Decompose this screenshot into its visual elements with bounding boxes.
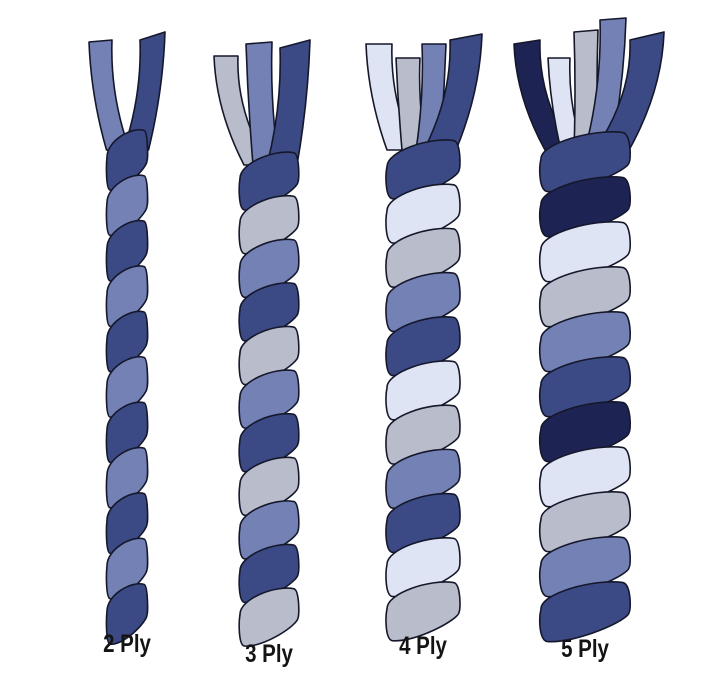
rope-strand-end xyxy=(122,31,166,151)
rope-twist-segment xyxy=(105,582,149,645)
label-5-ply: 5 Ply xyxy=(561,635,609,663)
label-3-ply: 3 Ply xyxy=(245,640,293,668)
label-2-ply: 2 Ply xyxy=(103,630,151,658)
rope-twist-segment xyxy=(385,581,461,642)
rope-4-ply xyxy=(365,33,483,642)
rope-5-ply xyxy=(513,17,665,643)
rope-2-ply xyxy=(88,31,166,645)
rope-twist-segment xyxy=(539,581,631,643)
rope-strand-end xyxy=(88,39,131,151)
rope-3-ply xyxy=(213,39,311,647)
rope-twist-segment xyxy=(238,587,300,647)
label-4-ply: 4 Ply xyxy=(399,632,447,660)
